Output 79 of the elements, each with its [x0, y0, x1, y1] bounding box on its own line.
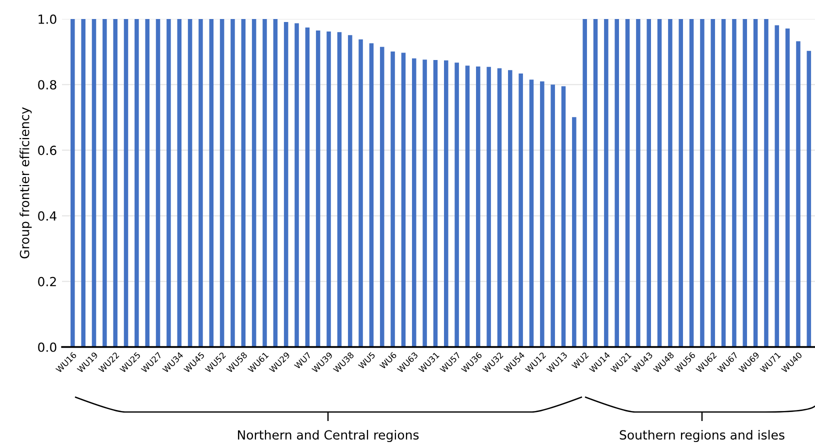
bar — [433, 60, 438, 347]
bar — [518, 73, 523, 347]
bar — [412, 58, 416, 347]
bar — [273, 19, 278, 347]
bar — [241, 19, 246, 347]
bar — [529, 80, 534, 347]
bar — [316, 30, 320, 347]
bar — [550, 84, 555, 347]
bar — [540, 81, 544, 347]
bar — [166, 19, 171, 347]
bar — [732, 19, 736, 347]
bar — [668, 19, 672, 347]
bar — [572, 117, 576, 347]
bar — [81, 19, 86, 347]
bar — [380, 46, 384, 347]
bar — [700, 19, 704, 347]
bar — [774, 25, 780, 347]
y-tick-label: 0.8 — [38, 80, 56, 90]
bar — [188, 19, 192, 347]
bar — [636, 19, 640, 347]
bar — [497, 68, 502, 347]
y-tick-label: 0.0 — [38, 342, 56, 352]
bar — [796, 41, 800, 347]
bar — [102, 19, 107, 347]
bar — [326, 31, 331, 347]
bar — [710, 19, 716, 347]
bar — [593, 19, 598, 347]
bar — [764, 19, 768, 347]
bar — [678, 19, 684, 347]
text: Southern regions and isles — [620, 430, 784, 442]
bar — [785, 28, 790, 347]
bar — [177, 19, 182, 347]
y-tick-label: 0.4 — [38, 211, 56, 221]
bar — [113, 19, 118, 347]
bar — [465, 66, 470, 347]
y-tick-label: 0.2 — [38, 276, 56, 286]
bar — [721, 19, 726, 347]
bar — [305, 28, 310, 347]
bar — [124, 19, 128, 347]
bar — [582, 19, 587, 347]
bar — [198, 19, 203, 347]
bar — [230, 19, 235, 347]
bar — [476, 66, 480, 347]
bar — [262, 19, 267, 347]
bar — [220, 19, 224, 347]
bar — [70, 19, 75, 347]
bar — [156, 19, 160, 347]
bar — [444, 60, 448, 347]
bar — [454, 62, 459, 347]
bar — [486, 66, 491, 347]
bar — [369, 43, 374, 347]
bar — [742, 19, 748, 347]
text: Northern and Central regions — [238, 430, 419, 442]
bar — [625, 19, 630, 347]
bar — [92, 19, 96, 347]
bar — [209, 19, 214, 347]
bar — [145, 19, 150, 347]
bar — [646, 19, 651, 347]
bar — [401, 52, 406, 347]
y-axis-title: Group frontier efficiency — [20, 107, 32, 258]
bar — [657, 19, 662, 347]
y-tick-label: 1.0 — [38, 14, 56, 24]
bar — [604, 19, 608, 347]
bar — [358, 39, 363, 347]
bar — [422, 60, 427, 347]
bar — [134, 19, 139, 347]
bar — [252, 19, 256, 347]
bar — [561, 86, 566, 347]
bar — [689, 19, 694, 347]
bar — [753, 19, 758, 347]
bar — [294, 23, 299, 347]
y-tick-label: 0.6 — [38, 146, 56, 156]
bar — [284, 22, 288, 347]
bar — [337, 32, 342, 347]
bar — [390, 51, 395, 347]
bar — [348, 35, 352, 347]
bar — [508, 70, 512, 347]
bar — [614, 19, 619, 347]
bar — [806, 50, 812, 347]
